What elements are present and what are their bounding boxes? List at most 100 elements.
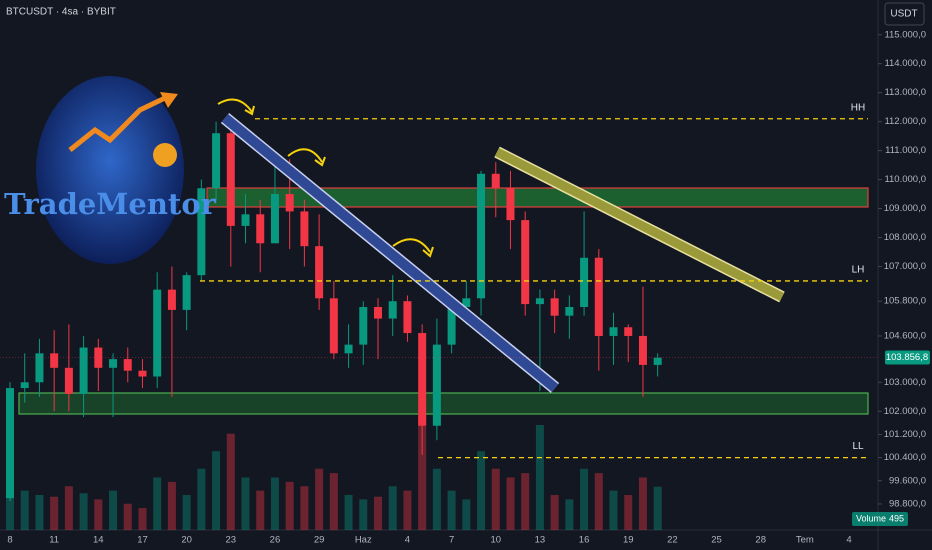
arrows [217, 98, 434, 258]
volume-bar [594, 473, 603, 530]
candle-body [256, 214, 265, 244]
volume-bar [300, 486, 309, 530]
x-tick-label: 25 [711, 535, 722, 546]
candle-body [138, 370, 147, 377]
x-tick-label: 4 [846, 535, 851, 546]
candle-body [35, 353, 44, 383]
x-tick-label: 4 [405, 535, 410, 546]
volume-bar [550, 495, 559, 530]
volume-bar [226, 433, 235, 530]
currency-button[interactable] [884, 2, 925, 26]
volume-bar [94, 499, 103, 530]
volume-bar [447, 490, 456, 530]
resistance-zone [206, 187, 869, 208]
volume-bar [241, 477, 250, 530]
volume-bar [138, 508, 147, 530]
volume-bar [123, 503, 132, 530]
volume-bar [35, 495, 44, 530]
volume-bar [79, 493, 88, 530]
x-tick-label: 28 [755, 535, 766, 546]
candle-body [241, 214, 250, 226]
volume-bar [565, 499, 574, 530]
candle-body [285, 194, 294, 212]
volume-layer [6, 416, 662, 530]
volume-bar [418, 416, 427, 530]
support-zone [18, 392, 869, 415]
candles [6, 121, 662, 502]
volume-bar [109, 490, 118, 530]
y-tick-label: 110.000,0 [884, 174, 926, 185]
x-tick-label: Tem [796, 535, 814, 546]
y-tick-label: 101.200,0 [884, 429, 926, 440]
volume-bar [167, 481, 176, 530]
level-label: HH [851, 102, 865, 113]
volume-bar [653, 486, 662, 530]
y-tick-label: 111.000,0 [885, 145, 926, 156]
x-tick-label: 22 [667, 535, 678, 546]
currency-button-label[interactable]: USDT [890, 9, 917, 20]
candle-body [624, 327, 633, 336]
volume-bar [609, 490, 618, 530]
candle-body [653, 357, 662, 365]
x-tick-label: 14 [93, 535, 104, 546]
logo-arrow-head [160, 92, 178, 108]
arrow-head [314, 156, 326, 167]
volume-bar [315, 468, 324, 530]
y-tick-label: 99.600,0 [889, 475, 926, 486]
last-price-label: 103.856,8 [886, 352, 928, 363]
x-tick-label: 20 [181, 535, 192, 546]
x-tick-label: 11 [49, 535, 59, 546]
candle-body [64, 367, 73, 394]
candle-body [197, 188, 206, 276]
candle-body [20, 382, 29, 389]
candle-body [388, 301, 397, 319]
y-tick-label: 114.000,0 [884, 58, 926, 69]
volume-bar [403, 490, 412, 530]
candle-body [565, 306, 574, 316]
y-tick-label: 104.600,0 [884, 330, 926, 341]
volume-bar [197, 468, 206, 530]
candle-body [182, 275, 191, 310]
volume-bar [344, 495, 353, 530]
level-label: LH [852, 265, 865, 276]
volume-bar [388, 486, 397, 530]
y-tick-label: 115.000,0 [884, 29, 926, 40]
volume-bar [624, 495, 633, 530]
arrow [287, 148, 323, 163]
candle-body [491, 173, 500, 189]
x-tick-label: 8 [7, 535, 12, 546]
candle-body [123, 359, 132, 371]
candle-body [535, 298, 544, 305]
logo-coin [153, 143, 177, 167]
candle-body [212, 133, 221, 189]
volume-bar [182, 495, 191, 530]
candle-body [344, 344, 353, 354]
candle-body [359, 306, 368, 345]
volume-bar [64, 486, 73, 530]
y-tick-label: 103.000,0 [884, 377, 926, 388]
y-tick-label: 100.400,0 [884, 452, 926, 463]
volume-bar [462, 499, 471, 530]
symbol-title: BTCUSDT · 4sa · BYBIT [6, 7, 116, 18]
candle-body [521, 220, 530, 305]
volume-bar [270, 477, 279, 530]
volume-bar [506, 477, 515, 530]
volume-bar [359, 499, 368, 530]
x-tick-label: 26 [270, 535, 281, 546]
volume-bar [432, 468, 441, 530]
yellow-trendline [494, 147, 785, 302]
candle-body [594, 257, 603, 336]
volume-bar [477, 451, 486, 530]
candle-body [226, 133, 235, 226]
candle-body [329, 298, 338, 354]
volume-bar [153, 477, 162, 530]
x-tick-label: 17 [137, 535, 148, 546]
candle-body [94, 347, 103, 368]
logo-text: TradeMentor [4, 187, 217, 221]
x-tick-label: 29 [314, 535, 325, 546]
logo: TradeMentor [4, 76, 217, 264]
volume-bar [491, 468, 500, 530]
volume-bar [638, 477, 647, 530]
